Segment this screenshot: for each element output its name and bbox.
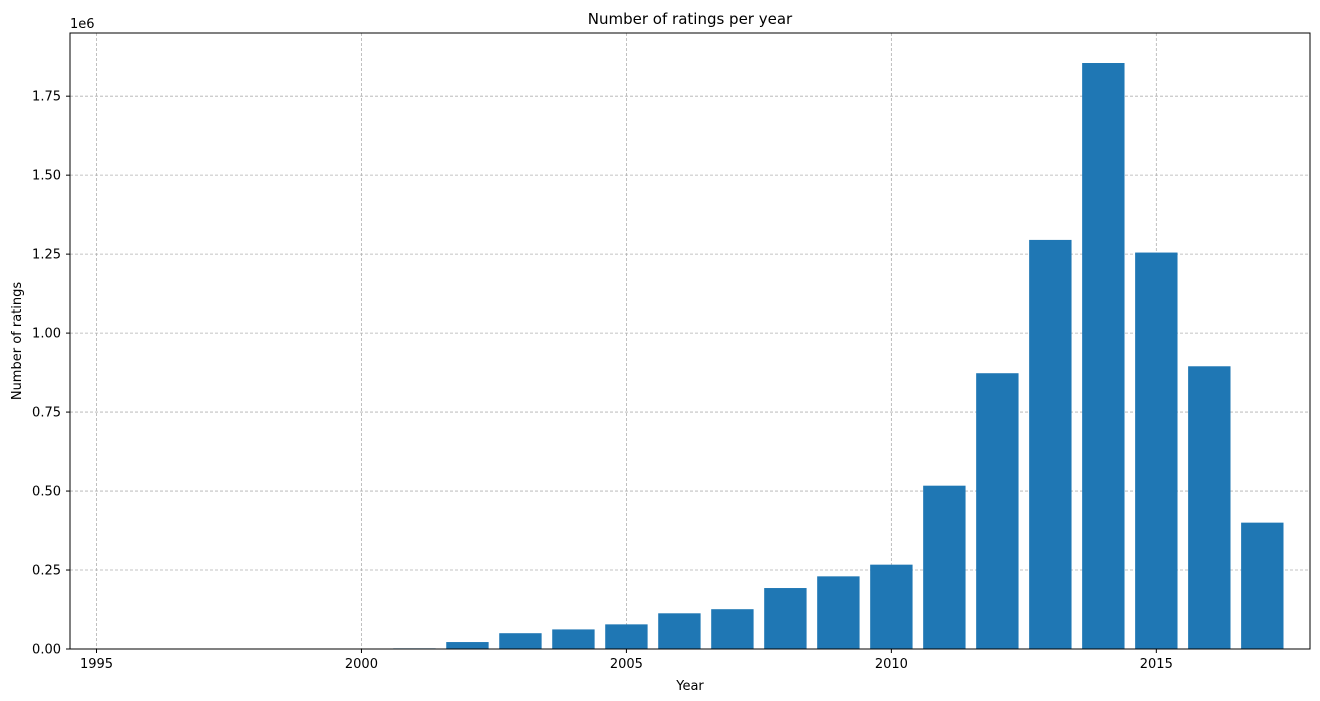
grid-lines <box>70 33 1310 650</box>
bar-2015 <box>1135 252 1178 650</box>
bar-2016 <box>1188 366 1231 649</box>
bar-2003 <box>499 633 542 649</box>
bars-group <box>393 63 1284 650</box>
y-axis-offset-label: 1e6 <box>70 17 95 32</box>
x-tick-label: 2010 <box>875 657 908 672</box>
y-tick-label: 0.75 <box>32 406 61 421</box>
y-tick-label: 0.50 <box>32 485 61 500</box>
bar-2008 <box>764 588 807 649</box>
y-axis-label: Number of ratings <box>10 282 25 401</box>
x-axis-ticks: 1995 2000 2005 2010 2015 <box>80 649 1173 672</box>
chart-title: Number of ratings per year <box>588 10 793 28</box>
x-tick-label: 2000 <box>345 657 378 672</box>
bar-2010 <box>870 564 913 649</box>
bar-2017 <box>1241 522 1284 649</box>
y-tick-label: 1.25 <box>32 248 61 263</box>
bar-2005 <box>605 624 648 649</box>
y-tick-label: 1.50 <box>32 169 61 184</box>
plot-area-frame <box>69 32 1311 650</box>
y-axis-ticks: 0.00 0.25 0.50 0.75 1.00 1.25 1.50 1.75 <box>32 90 70 658</box>
bar-2007 <box>711 609 754 649</box>
bar-2013 <box>1029 239 1072 649</box>
y-tick-label: 0.00 <box>32 643 61 658</box>
x-tick-label: 2005 <box>610 657 643 672</box>
bar-2012 <box>976 373 1019 649</box>
x-tick-label: 2015 <box>1140 657 1173 672</box>
y-tick-label: 0.25 <box>32 564 61 579</box>
x-axis-label: Year <box>675 679 704 694</box>
x-tick-label: 1995 <box>80 657 113 672</box>
y-tick-label: 1.75 <box>32 90 61 105</box>
bar-2002 <box>446 642 489 649</box>
bar-2006 <box>658 613 701 649</box>
bar-2009 <box>817 576 860 649</box>
y-tick-label: 1.00 <box>32 327 61 342</box>
bar-2014 <box>1082 63 1125 650</box>
bar-2004 <box>552 629 595 649</box>
bar-2011 <box>923 485 966 649</box>
